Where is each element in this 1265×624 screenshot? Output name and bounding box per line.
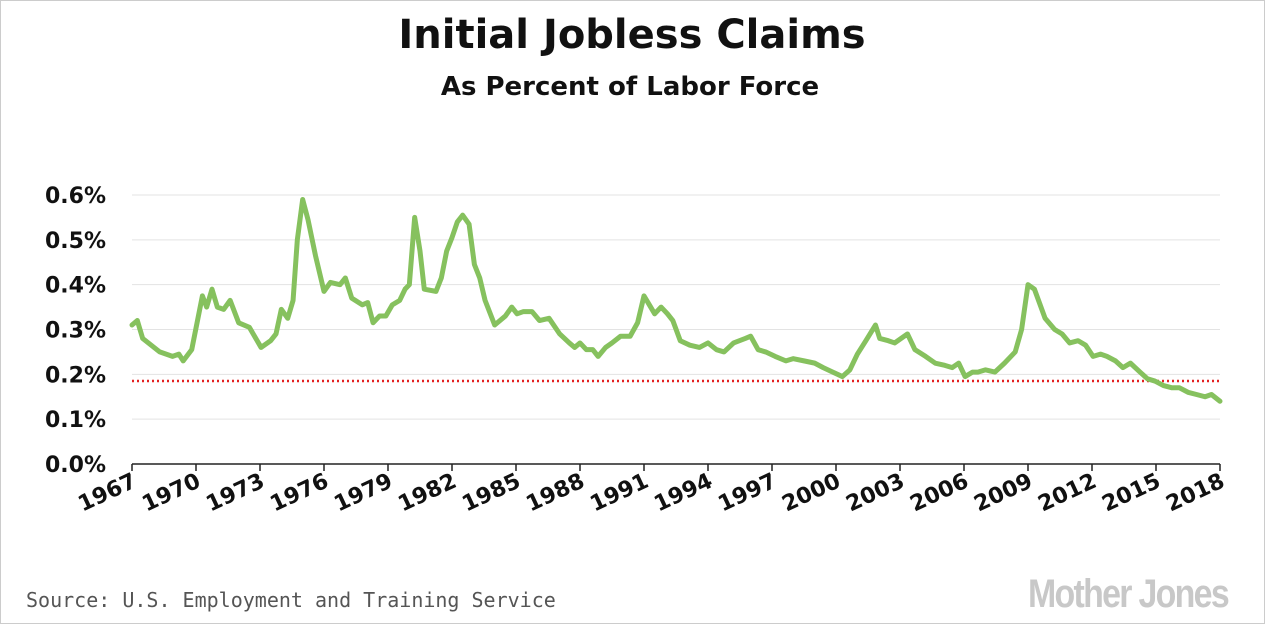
chart-title: Initial Jobless Claims xyxy=(398,12,865,58)
y-tick-label: 0.4% xyxy=(45,274,106,299)
logo: Mother Jones xyxy=(1028,572,1229,616)
y-tick-label: 0.0% xyxy=(45,453,106,478)
y-tick-label: 0.2% xyxy=(45,363,106,388)
source: Source: U.S. Employment and Training Ser… xyxy=(26,588,556,612)
y-tick-label: 0.3% xyxy=(45,319,106,344)
y-tick-label: 0.5% xyxy=(45,229,106,254)
y-tick-label: 0.6% xyxy=(45,184,106,209)
data-line xyxy=(129,196,1223,404)
chart-subtitle: As Percent of Labor Force xyxy=(441,72,819,102)
y-tick-label: 0.1% xyxy=(45,408,106,433)
